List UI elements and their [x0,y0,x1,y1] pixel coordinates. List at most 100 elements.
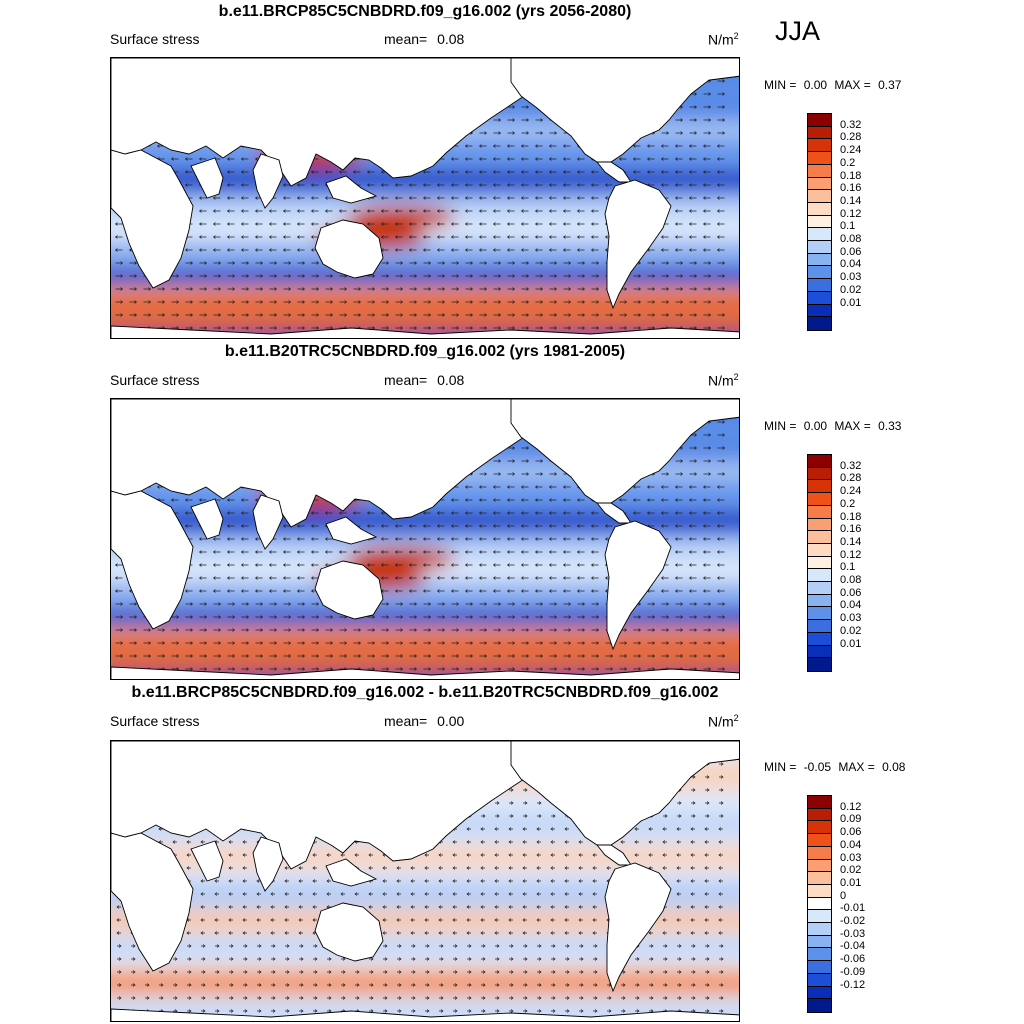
stress-arrow [705,970,710,974]
stress-arrow [437,602,446,606]
stress-arrow [284,918,289,922]
stress-arrow [563,615,572,619]
stress-arrow [521,118,530,122]
stress-arrow [297,641,306,645]
stress-arrow [271,957,276,961]
stress-arrow [241,300,250,304]
land-south-america [604,179,672,310]
stress-arrow [562,170,571,174]
panel-1-units: N/m2 [708,31,739,48]
stress-arrow [662,918,667,922]
stress-arrow [439,970,444,974]
colorbar-box [808,253,831,267]
stress-arrow [115,615,124,619]
stress-arrow [438,892,443,896]
stress-arrow [450,537,459,541]
stress-arrow [452,879,457,883]
stress-arrow [520,576,529,580]
stress-arrow [325,287,334,291]
stress-arrow [703,459,712,463]
stress-arrow [535,313,544,317]
stress-arrow [522,866,527,870]
stress-arrow [620,840,625,844]
stress-arrow [186,866,191,870]
stress-arrow [187,957,192,961]
stress-arrow [688,563,697,567]
stress-arrow [689,118,698,122]
stress-arrow [213,615,222,619]
colorbar-tick-label: -0.04 [840,940,866,953]
stress-arrow [283,313,292,317]
stress-arrow [424,918,429,922]
stress-arrow [677,983,682,987]
stress-arrow [411,970,416,974]
stress-arrow [562,576,571,580]
stress-arrow [688,144,697,148]
stress-arrow [451,287,460,291]
stress-arrow [550,853,555,857]
stress-arrow [467,970,472,974]
stress-arrow [479,287,488,291]
stress-arrow [535,459,544,463]
stress-arrow [282,248,291,252]
stress-arrow [479,602,488,606]
land-se-asia-islands [325,175,378,204]
stress-arrow [677,996,682,1000]
stress-arrow [464,222,473,226]
stress-arrow [507,459,516,463]
stress-arrow [241,326,250,330]
stress-arrow [549,628,558,632]
stress-arrow [590,511,599,515]
stress-arrow [494,879,499,883]
stress-arrow [520,498,529,502]
stress-arrow [633,326,642,330]
stress-arrow [719,996,724,1000]
stress-arrow [382,879,387,883]
stress-arrow [479,654,488,658]
stress-arrow [423,313,432,317]
stress-arrow [562,209,571,213]
stress-arrow [131,970,136,974]
stress-arrow [492,511,501,515]
stress-arrow [562,537,571,541]
stress-arrow [424,853,429,857]
stress-arrow [383,996,388,1000]
stress-arrow [676,853,681,857]
stress-arrow [453,944,458,948]
stress-arrow [674,485,683,489]
stress-arrow [215,944,220,948]
stress-arrow [199,628,208,632]
stress-arrow [534,209,543,213]
stress-arrow [170,157,179,161]
stress-arrow [366,170,375,174]
stress-arrow [548,170,557,174]
stress-arrow [367,628,376,632]
land-antarctica [111,666,739,679]
stress-arrow [550,840,555,844]
stress-arrow [198,498,207,502]
stress-arrow [424,866,429,870]
stress-arrow [591,654,600,658]
stress-arrow [703,433,712,437]
stress-arrow [199,274,208,278]
stress-arrow [480,905,485,909]
stress-arrow [114,589,123,593]
stress-arrow [310,222,319,226]
stress-arrow [702,550,711,554]
stress-arrow [506,196,515,200]
stress-arrow [716,537,725,541]
stress-arrow [366,550,375,554]
stress-arrow [688,183,697,187]
stress-arrow [704,892,709,896]
stress-arrow [299,970,304,974]
stress-arrow [296,248,305,252]
stress-arrow [313,983,318,987]
stress-arrow [562,498,571,502]
stress-arrow [296,209,305,213]
stress-arrow [689,446,698,450]
stress-arrow [240,550,249,554]
colorbar-box [808,834,831,847]
stress-arrow [493,287,502,291]
stress-arrow [520,196,529,200]
stress-arrow [198,563,207,567]
